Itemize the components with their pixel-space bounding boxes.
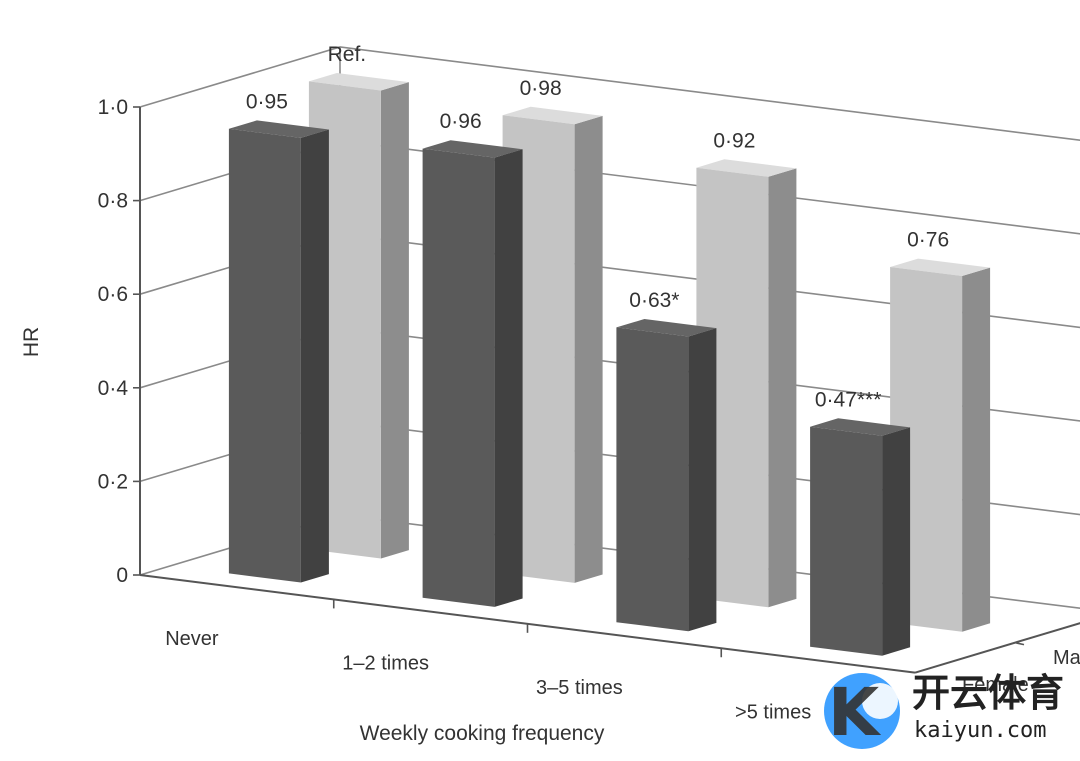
data-label: 0·96	[440, 110, 482, 133]
series-label-male: Male	[1053, 647, 1080, 669]
bar-top	[696, 159, 797, 177]
bar-front	[228, 128, 301, 583]
data-label: 0·92	[713, 129, 755, 152]
bar-side	[962, 267, 991, 632]
watermark-logo-letter: K	[828, 674, 882, 751]
category-label: 1–2 times	[342, 653, 429, 675]
series-label-female: Female	[962, 674, 1029, 696]
data-label: Ref.	[328, 43, 367, 66]
category-label: Never	[165, 628, 219, 650]
watermark-ball-icon	[862, 683, 898, 719]
bar-side	[768, 168, 797, 608]
data-label: 0·76	[907, 229, 949, 252]
watermark-logo: K 开云体育 kaiyun.com	[824, 671, 1064, 751]
bar-front	[616, 327, 689, 632]
bar-top	[422, 140, 523, 158]
bar-side	[300, 129, 329, 583]
data-label: 0·63*	[629, 289, 679, 312]
bar-top	[616, 319, 717, 337]
y-axis-title: HR	[20, 327, 43, 357]
y-tick-label: 0·4	[98, 377, 129, 400]
chart-axes	[133, 106, 1080, 674]
watermark-brand-en: kaiyun.com	[914, 718, 1046, 743]
depth-tick-mark	[1014, 641, 1025, 646]
bar-female-2	[616, 319, 717, 632]
data-label: 0·95	[246, 90, 288, 113]
bar-side	[574, 115, 603, 583]
bar-front	[422, 148, 495, 607]
data-label: 0·98	[520, 77, 562, 100]
bar-side	[494, 149, 523, 607]
bar-top	[228, 120, 329, 138]
bar-top	[890, 258, 991, 276]
bar-female-0	[228, 120, 329, 583]
y-tick-label: 0·8	[98, 190, 128, 213]
bar-female-3	[810, 418, 911, 656]
bar-side	[380, 82, 409, 559]
y-tick-label: 0·6	[98, 283, 128, 306]
y-tick-label: 0	[116, 564, 128, 587]
category-label: 3–5 times	[536, 677, 623, 699]
y-tick-label: 0·2	[98, 470, 128, 493]
y-tick-label: 1·0	[98, 96, 128, 119]
data-label: 0·47***	[815, 388, 882, 411]
bar-female-1	[422, 140, 523, 607]
chart-labels: 0 0·2 0·4 0·6 0·8 1·0 Ref. 0·98 0·92 0·76 0·95 0·96…	[20, 43, 1080, 745]
bar-side	[688, 328, 717, 632]
x-axis-title: Weekly cooking frequency	[360, 722, 605, 745]
bar-top	[502, 106, 603, 125]
bar-front	[810, 426, 883, 656]
bar-top	[810, 418, 911, 436]
watermark-brand-cn: 开云体育	[912, 671, 1064, 715]
bar-top	[308, 73, 409, 91]
category-label: >5 times	[735, 701, 811, 723]
bar-side	[882, 427, 911, 656]
chart-bars	[228, 73, 991, 656]
